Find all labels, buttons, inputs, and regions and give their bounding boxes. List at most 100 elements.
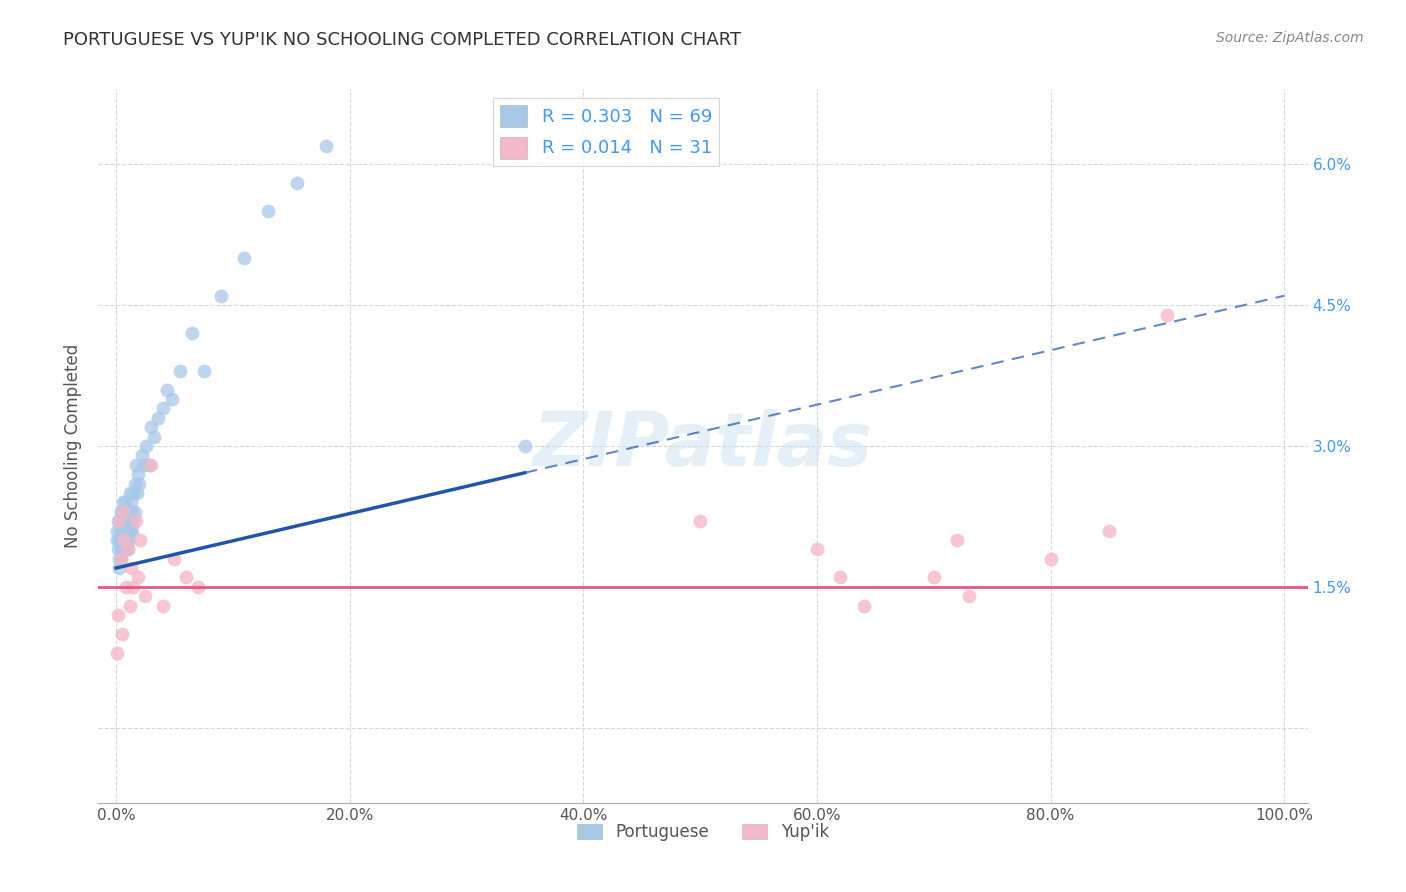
- Point: [111, 505, 134, 519]
- Point: [115, 533, 138, 547]
- Point: [114, 495, 136, 509]
- Point: [315, 138, 337, 153]
- Point: [169, 364, 191, 378]
- Point: [143, 429, 166, 443]
- Point: [922, 570, 945, 584]
- Point: [111, 505, 134, 519]
- Point: [513, 439, 536, 453]
- Point: [131, 449, 153, 463]
- Point: [108, 514, 131, 528]
- Point: [1156, 308, 1178, 322]
- Point: [111, 524, 134, 538]
- Point: [115, 514, 138, 528]
- Point: [111, 533, 134, 547]
- Point: [111, 533, 134, 547]
- Point: [120, 514, 142, 528]
- Point: [830, 570, 852, 584]
- Point: [118, 524, 141, 538]
- Point: [134, 589, 156, 603]
- Point: [107, 542, 129, 557]
- Text: ZIPatlas: ZIPatlas: [533, 409, 873, 483]
- Point: [152, 599, 174, 613]
- Point: [129, 533, 152, 547]
- Point: [124, 505, 146, 519]
- Point: [118, 486, 141, 500]
- Point: [122, 514, 145, 528]
- Point: [115, 580, 138, 594]
- Point: [118, 599, 141, 613]
- Point: [135, 439, 157, 453]
- Y-axis label: No Schooling Completed: No Schooling Completed: [65, 344, 83, 548]
- Point: [1098, 524, 1121, 538]
- Point: [105, 533, 128, 547]
- Point: [111, 514, 134, 528]
- Point: [124, 476, 146, 491]
- Point: [117, 524, 139, 538]
- Point: [127, 570, 149, 584]
- Point: [285, 176, 308, 190]
- Point: [156, 383, 179, 397]
- Point: [112, 533, 135, 547]
- Point: [111, 514, 134, 528]
- Point: [233, 251, 256, 265]
- Point: [108, 533, 131, 547]
- Point: [146, 410, 169, 425]
- Point: [117, 505, 139, 519]
- Point: [122, 580, 145, 594]
- Point: [946, 533, 969, 547]
- Point: [187, 580, 209, 594]
- Point: [852, 599, 875, 613]
- Point: [193, 364, 215, 378]
- Point: [107, 514, 129, 528]
- Point: [180, 326, 202, 341]
- Point: [121, 524, 143, 538]
- Point: [105, 524, 128, 538]
- Point: [114, 533, 136, 547]
- Point: [209, 289, 232, 303]
- Point: [117, 542, 139, 557]
- Point: [105, 646, 128, 660]
- Text: Source: ZipAtlas.com: Source: ZipAtlas.com: [1216, 31, 1364, 45]
- Point: [117, 542, 139, 557]
- Point: [108, 514, 131, 528]
- Point: [112, 533, 135, 547]
- Point: [120, 561, 142, 575]
- Point: [112, 514, 135, 528]
- Text: PORTUGUESE VS YUP'IK NO SCHOOLING COMPLETED CORRELATION CHART: PORTUGUESE VS YUP'IK NO SCHOOLING COMPLE…: [63, 31, 741, 49]
- Point: [122, 486, 145, 500]
- Point: [127, 467, 149, 482]
- Point: [160, 392, 183, 406]
- Point: [108, 551, 131, 566]
- Point: [111, 542, 134, 557]
- Point: [111, 627, 134, 641]
- Point: [689, 514, 711, 528]
- Point: [120, 495, 142, 509]
- Point: [256, 204, 278, 219]
- Point: [110, 551, 132, 566]
- Point: [1039, 551, 1062, 566]
- Legend: Portuguese, Yup'ik: Portuguese, Yup'ik: [571, 817, 835, 848]
- Point: [163, 551, 186, 566]
- Point: [118, 505, 141, 519]
- Point: [125, 458, 148, 472]
- Point: [132, 458, 155, 472]
- Point: [114, 514, 136, 528]
- Point: [107, 607, 129, 622]
- Point: [111, 495, 134, 509]
- Point: [806, 542, 828, 557]
- Point: [112, 542, 135, 557]
- Point: [108, 561, 131, 575]
- Point: [110, 524, 132, 538]
- Point: [118, 533, 141, 547]
- Point: [110, 542, 132, 557]
- Point: [111, 542, 134, 557]
- Point: [139, 420, 162, 434]
- Point: [125, 514, 148, 528]
- Point: [118, 514, 141, 528]
- Point: [128, 476, 150, 491]
- Point: [152, 401, 174, 416]
- Point: [174, 570, 197, 584]
- Point: [121, 505, 143, 519]
- Point: [110, 505, 132, 519]
- Point: [139, 458, 162, 472]
